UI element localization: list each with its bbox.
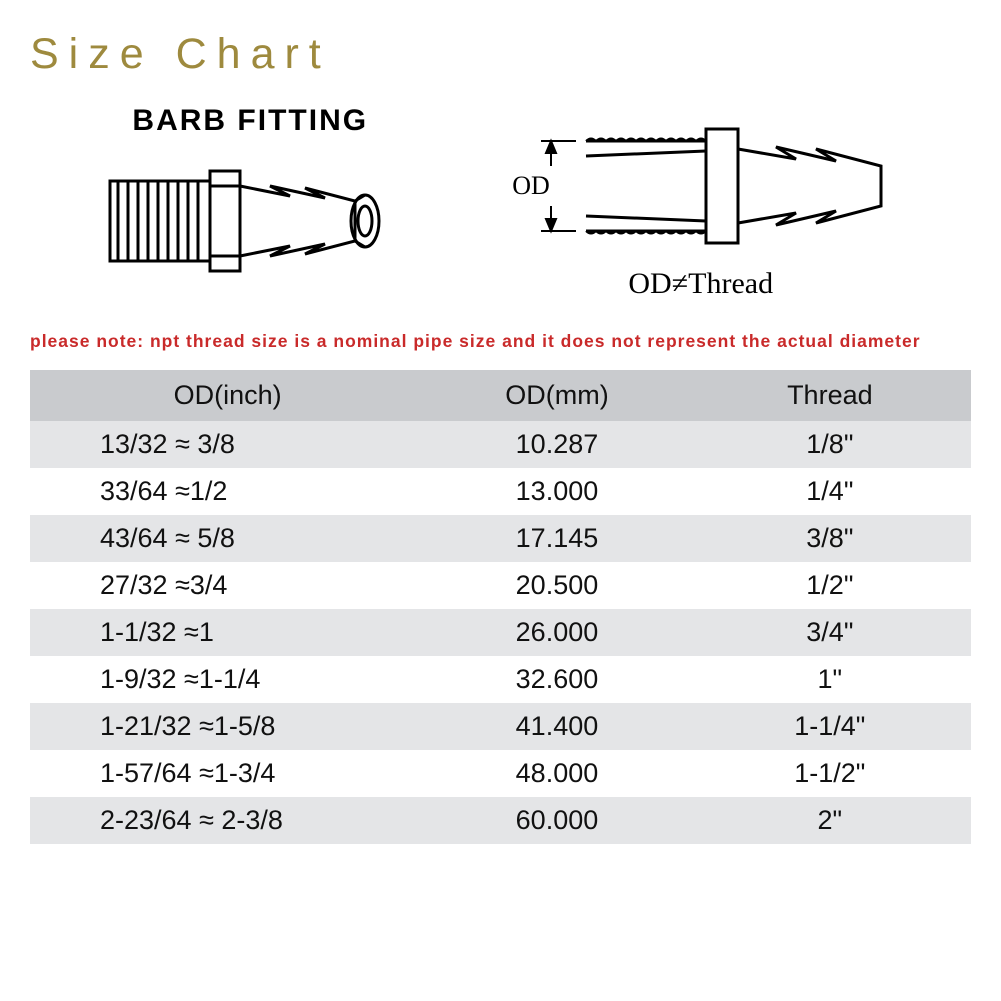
table-cell: 20.500 [425,562,688,609]
barb-fitting-icon [90,146,410,296]
table-cell: 1" [689,656,971,703]
table-cell: 27/32 ≈3/4 [30,562,425,609]
od-dimension-icon: OD [491,111,581,261]
table-row: 1-1/32 ≈126.0003/4" [30,609,971,656]
table-row: 27/32 ≈3/420.5001/2" [30,562,971,609]
table-cell: 10.287 [425,421,688,468]
table-cell: 17.145 [425,515,688,562]
table-cell: 60.000 [425,797,688,844]
table-cell: 32.600 [425,656,688,703]
table-cell: 3/4" [689,609,971,656]
table-cell: 1-57/64 ≈1-3/4 [30,750,425,797]
table-header-cell: OD(mm) [425,370,688,421]
table-cell: 13/32 ≈ 3/8 [30,421,425,468]
table-row: 1-21/32 ≈1-5/841.4001-1/4" [30,703,971,750]
barb-fitting-label: BARB FITTING [90,104,410,138]
table-cell: 33/64 ≈1/2 [30,468,425,515]
table-cell: 48.000 [425,750,688,797]
od-label: OD [512,171,550,200]
table-cell: 1/4" [689,468,971,515]
table-body: 13/32 ≈ 3/810.2871/8"33/64 ≈1/213.0001/4… [30,421,971,844]
table-header-cell: OD(inch) [30,370,425,421]
od-not-equal-thread-label: OD≠Thread [491,267,911,301]
table-row: 13/32 ≈ 3/810.2871/8" [30,421,971,468]
table-cell: 13.000 [425,468,688,515]
table-row: 2-23/64 ≈ 2-3/860.0002" [30,797,971,844]
barb-fitting-diagram: BARB FITTING [90,104,410,301]
table-cell: 1-9/32 ≈1-1/4 [30,656,425,703]
table-cell: 1/2" [689,562,971,609]
table-cell: 1-21/32 ≈1-5/8 [30,703,425,750]
table-cell: 26.000 [425,609,688,656]
table-cell: 1-1/4" [689,703,971,750]
table-row: 1-9/32 ≈1-1/432.6001" [30,656,971,703]
diagram-row: BARB FITTING [30,104,971,301]
table-header-cell: Thread [689,370,971,421]
table-cell: 1/8" [689,421,971,468]
table-cell: 1-1/2" [689,750,971,797]
od-thread-diagram: OD OD≠Thread [491,111,911,301]
table-row: 1-57/64 ≈1-3/448.0001-1/2" [30,750,971,797]
size-table: OD(inch)OD(mm)Thread 13/32 ≈ 3/810.2871/… [30,370,971,844]
fitting-schematic-icon [581,111,911,261]
table-cell: 2" [689,797,971,844]
table-cell: 43/64 ≈ 5/8 [30,515,425,562]
table-row: 43/64 ≈ 5/817.1453/8" [30,515,971,562]
table-cell: 3/8" [689,515,971,562]
table-header-row: OD(inch)OD(mm)Thread [30,370,971,421]
table-cell: 41.400 [425,703,688,750]
note-text: please note: npt thread size is a nomina… [30,331,971,352]
table-row: 33/64 ≈1/213.0001/4" [30,468,971,515]
page-title: Size Chart [30,30,971,79]
table-cell: 1-1/32 ≈1 [30,609,425,656]
table-cell: 2-23/64 ≈ 2-3/8 [30,797,425,844]
